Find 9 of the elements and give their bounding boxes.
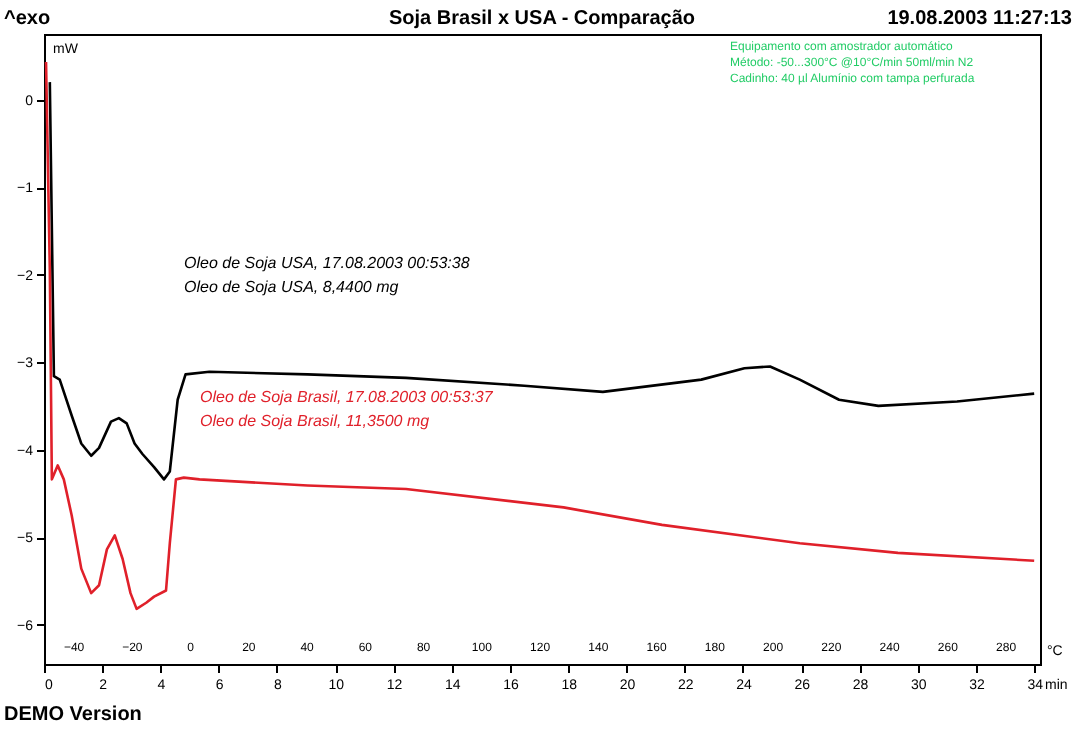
line-series bbox=[44, 60, 1036, 611]
text: 19.08.2003 11:27:13 bbox=[887, 8, 1073, 30]
text: ^exo bbox=[4, 8, 51, 30]
annotation: Oleo de Soja Brasil, 11,3500 mg bbox=[200, 412, 431, 430]
annotation: Oleo de Soja USA, 17.08.2003 00:53:38 bbox=[184, 254, 471, 272]
text: DEMO Version bbox=[4, 704, 142, 726]
chart-title: Soja Brasil x USA - Comparação bbox=[388, 8, 696, 30]
annotation: Oleo de Soja USA, 8,4400 mg bbox=[184, 278, 400, 296]
annotation: Oleo de Soja Brasil, 17.08.2003 00:53:37 bbox=[200, 388, 494, 406]
